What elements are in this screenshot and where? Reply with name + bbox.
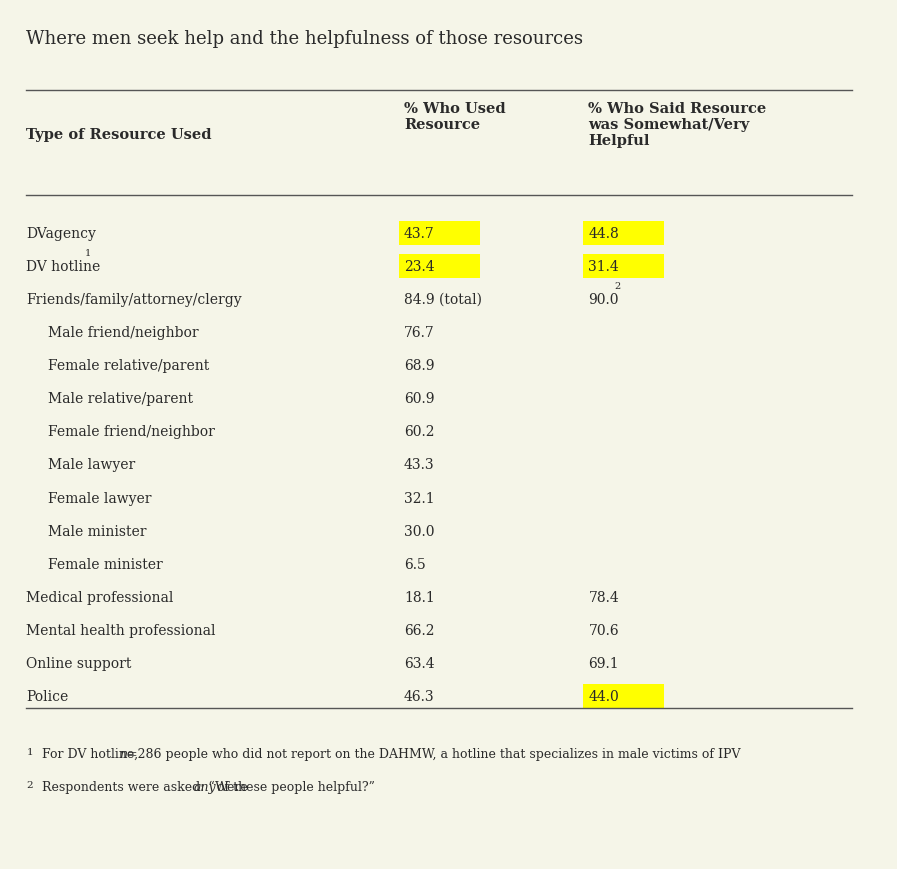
Text: 66.2: 66.2: [404, 623, 434, 637]
Bar: [398, 255, 480, 279]
Text: any: any: [193, 780, 216, 793]
Text: 23.4: 23.4: [404, 260, 435, 274]
Text: 32.1: 32.1: [404, 491, 435, 505]
Text: Male minister: Male minister: [48, 524, 147, 538]
Text: 84.9 (total): 84.9 (total): [404, 293, 482, 307]
Text: 31.4: 31.4: [588, 260, 619, 274]
Text: DVagency: DVagency: [26, 227, 96, 241]
Bar: [583, 222, 664, 246]
Text: Medical professional: Medical professional: [26, 590, 174, 604]
Bar: [583, 255, 664, 279]
Text: Type of Resource Used: Type of Resource Used: [26, 128, 212, 142]
Text: 6.5: 6.5: [404, 557, 426, 571]
Text: 18.1: 18.1: [404, 590, 435, 604]
Text: 68.9: 68.9: [404, 359, 434, 373]
Text: 30.0: 30.0: [404, 524, 434, 538]
Text: 46.3: 46.3: [404, 689, 435, 703]
Text: 43.3: 43.3: [404, 458, 435, 472]
Text: Male relative/parent: Male relative/parent: [48, 392, 193, 406]
Bar: [583, 684, 664, 708]
Text: 1: 1: [85, 249, 91, 258]
Text: of these people helpful?”: of these people helpful?”: [213, 780, 374, 793]
Text: 2: 2: [26, 780, 33, 789]
Text: 90.0: 90.0: [588, 293, 619, 307]
Text: Respondents were asked: “Were: Respondents were asked: “Were: [42, 780, 252, 793]
Text: =286 people who did not report on the DAHMW, a hotline that specializes in male : =286 people who did not report on the DA…: [126, 747, 740, 760]
Text: Police: Police: [26, 689, 68, 703]
Text: Mental health professional: Mental health professional: [26, 623, 216, 637]
Text: Female relative/parent: Female relative/parent: [48, 359, 210, 373]
Text: 44.8: 44.8: [588, 227, 619, 241]
Text: 43.7: 43.7: [404, 227, 435, 241]
Text: Female minister: Female minister: [48, 557, 163, 571]
Text: Female friend/neighbor: Female friend/neighbor: [48, 425, 215, 439]
Bar: [398, 222, 480, 246]
Text: Male lawyer: Male lawyer: [48, 458, 135, 472]
Text: Friends/family/attorney/clergy: Friends/family/attorney/clergy: [26, 293, 242, 307]
Text: % Who Said Resource
was Somewhat/Very
Helpful: % Who Said Resource was Somewhat/Very He…: [588, 102, 767, 148]
Text: 60.2: 60.2: [404, 425, 434, 439]
Text: 1: 1: [26, 747, 33, 756]
Text: Male friend/neighbor: Male friend/neighbor: [48, 326, 199, 340]
Text: Where men seek help and the helpfulness of those resources: Where men seek help and the helpfulness …: [26, 30, 583, 49]
Text: 76.7: 76.7: [404, 326, 435, 340]
Text: 69.1: 69.1: [588, 656, 619, 670]
Text: For DV hotline,: For DV hotline,: [42, 747, 143, 760]
Text: n: n: [119, 747, 127, 760]
Text: 60.9: 60.9: [404, 392, 434, 406]
Text: 2: 2: [614, 282, 620, 291]
Text: 44.0: 44.0: [588, 689, 619, 703]
Text: % Who Used
Resource: % Who Used Resource: [404, 102, 506, 132]
Text: 78.4: 78.4: [588, 590, 619, 604]
Text: Online support: Online support: [26, 656, 132, 670]
Text: 70.6: 70.6: [588, 623, 619, 637]
Text: Female lawyer: Female lawyer: [48, 491, 152, 505]
Text: 63.4: 63.4: [404, 656, 435, 670]
Text: DV hotline: DV hotline: [26, 260, 100, 274]
